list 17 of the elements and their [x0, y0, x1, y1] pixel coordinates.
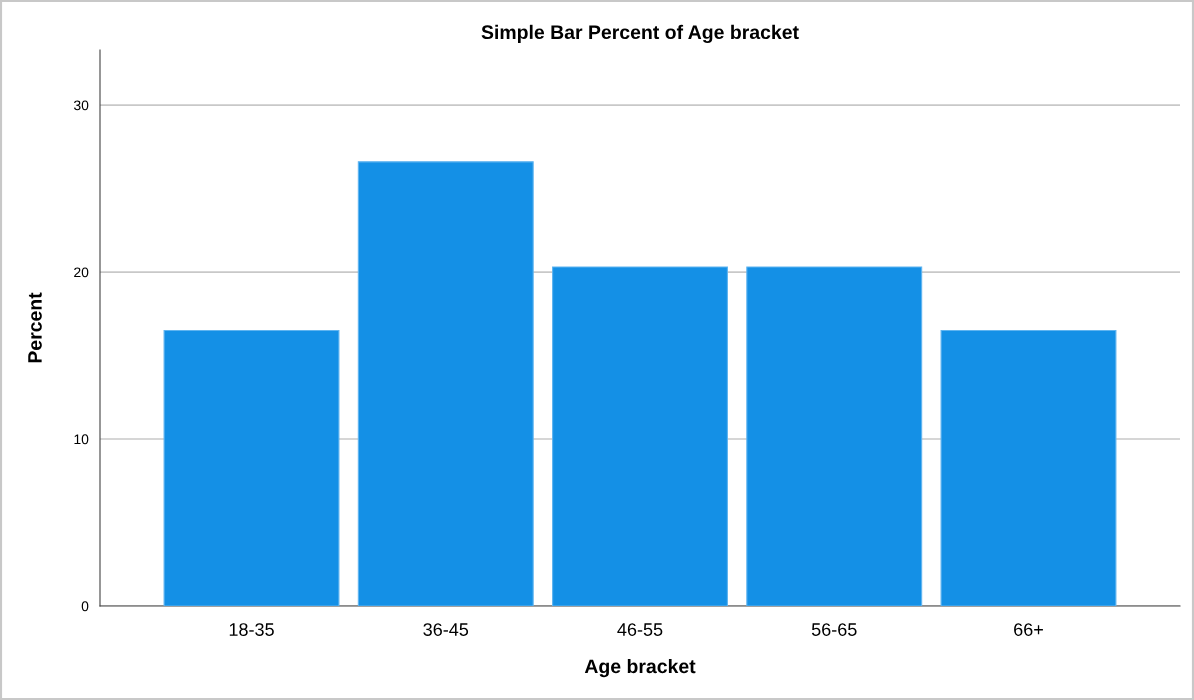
y-tick-label: 30	[73, 100, 89, 111]
bar	[746, 266, 923, 606]
x-tick-label: 18-35	[229, 623, 274, 636]
bar	[357, 161, 534, 606]
x-axis-title: Age bracket	[584, 658, 696, 678]
y-tick-label: 10	[74, 434, 89, 445]
y-tick-label: 0	[81, 601, 89, 612]
y-axis-title: Percent	[28, 292, 42, 363]
bar	[552, 266, 728, 606]
x-tick-label: 46-55	[617, 623, 663, 636]
x-tick-label: 56-65	[811, 623, 857, 636]
bar	[940, 329, 1117, 606]
chart-title: Simple Bar Percent of Age bracket	[481, 24, 799, 44]
x-tick-label: 36-45	[423, 623, 469, 636]
y-tick-label: 20	[74, 267, 89, 278]
x-tick-label: 66+	[1014, 623, 1043, 636]
bar	[163, 329, 340, 606]
